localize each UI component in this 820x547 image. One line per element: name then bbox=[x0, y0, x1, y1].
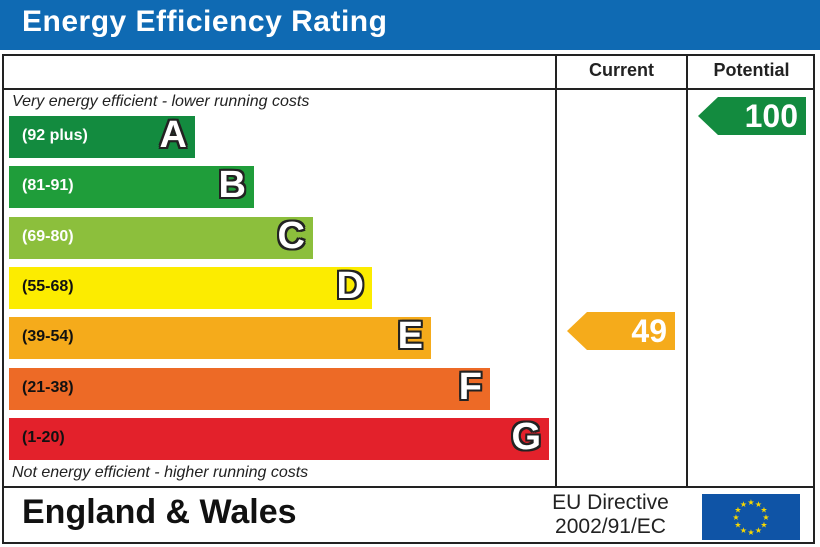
current-rating-arrow: 49 bbox=[567, 312, 675, 350]
potential-rating-value: 100 bbox=[745, 97, 798, 135]
band-c: (69-80) C bbox=[9, 217, 313, 259]
band-d: (55-68) D bbox=[9, 267, 372, 309]
divider-potential bbox=[686, 54, 688, 488]
band-c-letter: C bbox=[278, 215, 305, 258]
band-e-letter: E bbox=[398, 315, 423, 358]
band-a-letter: A bbox=[160, 114, 187, 157]
band-e-range: (39-54) bbox=[22, 328, 74, 346]
band-g: (1-20) G bbox=[9, 418, 549, 460]
bottom-caption: Not energy efficient - higher running co… bbox=[12, 464, 308, 482]
eu-directive-line1: EU Directive bbox=[528, 491, 693, 515]
eu-star: ★ bbox=[755, 526, 762, 535]
column-header-divider bbox=[555, 88, 815, 90]
footer-country: England & Wales bbox=[22, 493, 297, 532]
band-a: (92 plus) A bbox=[9, 116, 195, 158]
band-f: (21-38) F bbox=[9, 368, 490, 410]
potential-rating-arrow: 100 bbox=[698, 97, 806, 135]
header-row-divider bbox=[2, 88, 557, 90]
band-g-letter: G bbox=[511, 416, 541, 459]
column-header-current: Current bbox=[557, 60, 686, 81]
top-caption: Very energy efficient - lower running co… bbox=[12, 93, 309, 111]
band-d-range: (55-68) bbox=[22, 278, 74, 296]
footer-divider bbox=[2, 486, 815, 488]
band-b: (81-91) B bbox=[9, 166, 254, 208]
band-d-letter: D bbox=[337, 265, 364, 308]
band-e: (39-54) E bbox=[9, 317, 431, 359]
column-header-potential: Potential bbox=[688, 60, 815, 81]
eu-flag-icon: ★ ★ ★ ★ ★ ★ ★ ★ ★ ★ ★ ★ bbox=[702, 494, 800, 540]
chart-title: Energy Efficiency Rating bbox=[22, 5, 387, 39]
eu-star: ★ bbox=[747, 498, 754, 507]
band-g-range: (1-20) bbox=[22, 429, 65, 447]
band-f-letter: F bbox=[459, 366, 482, 409]
eu-directive-text: EU Directive 2002/91/EC bbox=[528, 491, 693, 539]
band-f-range: (21-38) bbox=[22, 379, 74, 397]
band-b-range: (81-91) bbox=[22, 177, 74, 195]
band-b-letter: B bbox=[219, 164, 246, 207]
divider-current bbox=[555, 54, 557, 488]
current-rating-value: 49 bbox=[631, 312, 667, 350]
band-c-range: (69-80) bbox=[22, 228, 74, 246]
eu-star: ★ bbox=[740, 500, 747, 509]
eu-directive-line2: 2002/91/EC bbox=[528, 515, 693, 539]
eu-star: ★ bbox=[747, 528, 754, 537]
header-bar: Energy Efficiency Rating bbox=[0, 0, 820, 50]
eu-stars-icon: ★ ★★★★★★★★★★★ bbox=[702, 494, 800, 540]
band-a-range: (92 plus) bbox=[22, 127, 88, 145]
